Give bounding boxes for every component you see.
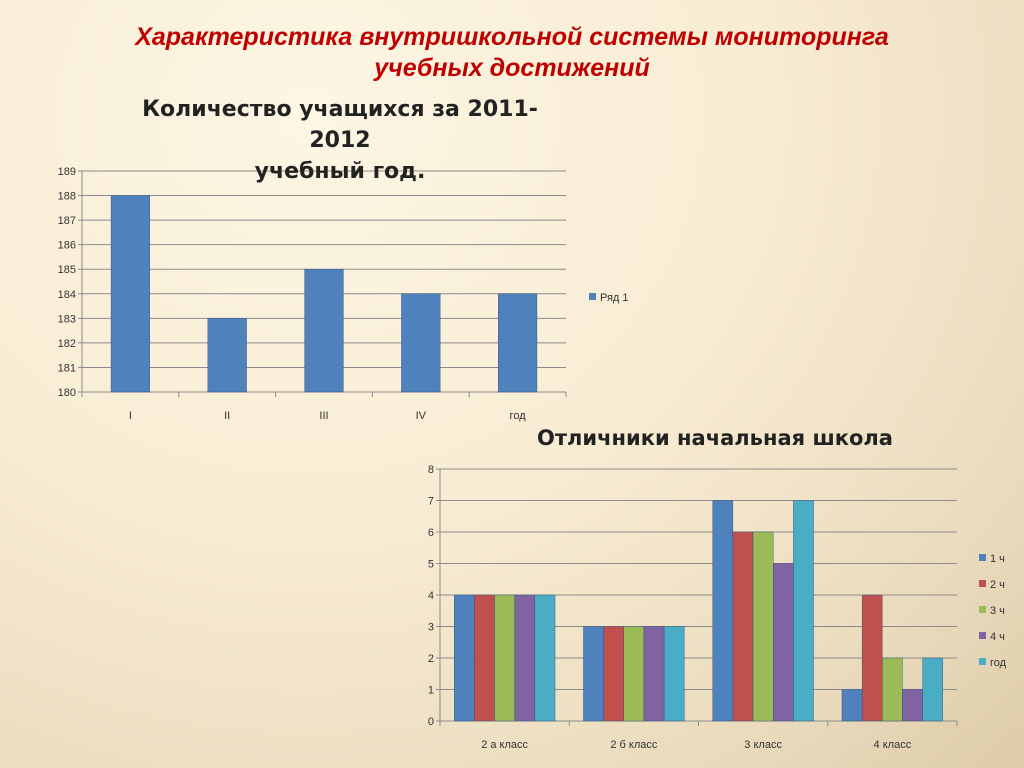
y-tick-label: 186 [58,240,76,252]
y-tick-label: 189 [58,166,76,178]
y-tick-label: 180 [58,387,76,399]
legend-swatch [979,658,986,665]
bar [882,657,903,722]
y-tick-label: 188 [58,191,76,203]
slide-title: Характеристика внутришкольной системы мо… [60,22,964,84]
bar [643,626,665,722]
bar [304,269,344,393]
bar [207,318,247,393]
legend: Ряд 1 [589,292,629,304]
y-tick-label: 185 [58,264,76,276]
bar [732,531,754,722]
legend-label: 2 ч [990,579,1005,591]
legend-label: 3 ч [990,605,1005,617]
bar [583,626,604,722]
legend-label: Ряд 1 [600,292,629,304]
x-tick-label: II [224,410,230,422]
bar [534,594,556,722]
x-tick-label: 2 а класс [481,739,528,751]
bar [922,657,943,722]
bars [110,195,538,393]
bar [902,689,923,722]
y-tick-label: 0 [428,716,434,728]
bar [110,195,150,393]
y-tick-label: 187 [58,215,76,227]
legend-label: 1 ч [990,553,1005,565]
bar [752,531,774,722]
y-tick-label: 7 [428,496,434,508]
y-tick-label: 8 [428,464,434,476]
bar [494,594,515,722]
x-tick-label: 4 класс [874,739,912,751]
chart-title-line1: Количество учащихся за 2011-2012 [142,97,538,153]
bar [474,594,495,722]
bar [793,500,814,722]
y-tick-label: 4 [428,590,434,602]
bar [773,563,794,722]
legend-swatch [979,632,986,639]
legend-swatch [589,293,596,300]
y-tick-label: 5 [428,559,434,571]
bar [663,626,685,722]
bar [454,594,475,722]
y-tick-label: 3 [428,622,434,634]
legend-swatch [979,554,986,561]
y-tick-label: 6 [428,527,434,539]
chart-title-line2: учебный год. [254,159,426,184]
x-tick-label: 2 б класс [610,739,658,751]
bar [514,594,536,722]
y-tick-label: 181 [58,362,76,374]
x-tick-label: IV [416,410,427,422]
legend-label: год [990,657,1007,669]
bar [401,293,441,393]
bar [623,626,645,722]
x-tick-label: III [319,410,328,422]
y-tick-label: 182 [58,338,76,350]
y-tick-label: 2 [428,653,434,665]
bar [841,689,863,722]
legend-swatch [979,580,986,587]
bar [498,293,538,393]
legend-swatch [979,606,986,613]
bar [712,500,734,722]
chart-title: Количество учащихся за 2011-2012 учебный… [120,94,560,187]
y-tick-label: 1 [428,685,434,697]
x-tick-label: I [129,410,132,422]
slide-title-line1: Характеристика внутришкольной системы мо… [135,23,889,51]
bar [603,626,624,722]
x-tick-label: год [510,410,527,422]
bars [454,500,943,722]
bar [861,594,883,722]
x-tick-label: 3 класс [744,739,782,751]
y-tick-label: 184 [58,289,76,301]
legend-label: 4 ч [990,631,1005,643]
legend: 1 ч 2 ч 3 ч 4 ч год [979,553,1007,669]
chart-title: Отличники начальная школа [537,426,893,450]
y-tick-label: 183 [58,313,76,325]
slide-title-line2: учебных достижений [374,54,650,82]
